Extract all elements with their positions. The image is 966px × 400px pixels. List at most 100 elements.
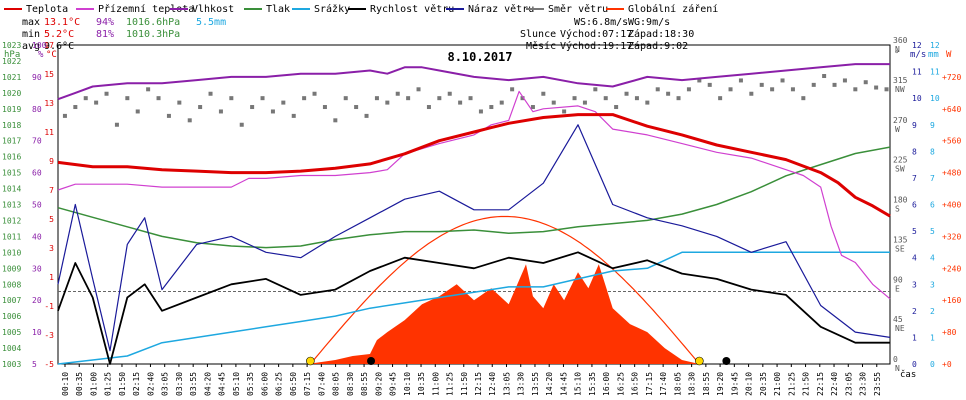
axis-tick-dir-label: SW (895, 165, 905, 174)
axis-tick-dir-label: NE (895, 324, 905, 333)
axis-unit-wm: W (946, 50, 952, 60)
series-wind-dir-point (229, 96, 234, 101)
axis-tick-hpa: 1017 (2, 137, 21, 146)
series-wind-dir-point (759, 82, 764, 87)
axis-tick-hpa: 1022 (2, 57, 21, 66)
axis-tick-dir-label: NW (895, 85, 905, 94)
axis-tick-pct: 5 (32, 360, 37, 369)
legend-label: Směr větru (548, 3, 608, 15)
series-wind-dir-point (520, 96, 525, 101)
axis-tick-pct: 20 (32, 296, 42, 305)
axis-tick-hpa: 1009 (2, 264, 21, 273)
stats-max-rain: 5.5mm (196, 17, 226, 28)
axis-tick-degc: 7 (49, 186, 54, 195)
axis-tick-dir-label: N (895, 45, 900, 54)
x-tick-label: 21:00 (773, 372, 782, 396)
series-wind-dir-point (177, 100, 182, 105)
series-ground-temp (57, 90, 891, 300)
axis-tick-pct: 30 (32, 264, 42, 273)
axis-tick-pct: 50 (32, 201, 42, 210)
series-wind-dir-point (738, 78, 743, 83)
series-wind-dir-point (645, 100, 650, 105)
x-tick-label: 11:00 (431, 372, 440, 396)
axis-tick-degc: 11 (44, 128, 54, 137)
series-wind-dir-point (416, 87, 421, 92)
axis-tick-degc: -3 (44, 331, 54, 340)
series-wind-dir-point (572, 96, 577, 101)
series-temperature (57, 113, 891, 218)
axis-unit-deg: ° (894, 50, 899, 60)
axis-tick-mm: 12 (930, 41, 940, 50)
x-tick-label: 10:10 (403, 372, 412, 396)
x-tick-label: 12:40 (488, 372, 497, 396)
series-wind-dir-point (260, 96, 265, 101)
axis-tick-ms: 5 (912, 227, 917, 236)
stats-min-label: min (22, 29, 40, 40)
stats-avg-label: avg (22, 41, 40, 52)
x-tick-label: 16:25 (616, 372, 625, 396)
x-tick-label: 08:55 (360, 372, 369, 396)
wind-ws: WS:6.8m/s (574, 17, 628, 28)
series-wind-dir-point (562, 109, 567, 114)
x-tick-label: 11:50 (460, 372, 469, 396)
x-tick-label: 23:05 (844, 372, 853, 396)
axis-tick-hpa: 1016 (2, 153, 21, 162)
sun-label: Slunce (520, 29, 556, 40)
series-wind-dir-point (614, 105, 619, 110)
axis-tick-degc: 17 (44, 41, 54, 50)
series-wind-dir-point (83, 96, 88, 101)
series-wind-dir-point (281, 100, 286, 105)
axis-tick-wm: +0 (942, 360, 952, 369)
axis-tick-dir-deg: 0 (893, 355, 898, 364)
axis-tick-degc: 13 (44, 99, 54, 108)
series-wind-dir-point (593, 87, 598, 92)
axis-tick-degc: 1 (49, 273, 54, 282)
series-wind-dir-point (822, 74, 827, 79)
series-wind-dir-point (187, 118, 192, 123)
axis-tick-degc: 9 (49, 157, 54, 166)
axis-tick-pct: 80 (32, 105, 42, 114)
axis-tick-wm: +160 (942, 296, 961, 305)
axis-tick-ms: 11 (912, 68, 922, 77)
x-tick-label: 16:00 (602, 372, 611, 396)
x-tick-label: 20:35 (759, 372, 768, 396)
x-tick-label: 01:25 (104, 372, 113, 396)
x-tick-label: 07:15 (303, 372, 312, 396)
x-tick-label: 17:40 (659, 372, 668, 396)
x-tick-label: 22:40 (830, 372, 839, 396)
axis-tick-pct: 70 (32, 137, 42, 146)
series-wind-dir-point (551, 100, 556, 105)
series-wind-dir-point (333, 118, 338, 123)
axis-tick-pct: 60 (32, 169, 42, 178)
axis-unit-pct: % (38, 50, 44, 60)
series-wind-dir-point (489, 105, 494, 110)
axis-tick-wm: +320 (942, 232, 961, 241)
series-humidity (57, 63, 890, 101)
series-wind-dir-point (832, 82, 837, 87)
x-tick-label: 08:30 (346, 372, 355, 396)
axis-unit-ms: m/s (910, 50, 926, 60)
series-wind-dir-point (624, 91, 629, 96)
stats-max-hum: 94% (96, 17, 114, 28)
x-axis-label: čas (900, 369, 916, 380)
axis-tick-dir-deg: 90 (893, 275, 903, 284)
series-solar-area (58, 264, 890, 364)
axis-tick-mm: 5 (930, 227, 935, 236)
series-pressure (57, 146, 891, 249)
axis-tick-dir-deg: 270 (893, 116, 908, 125)
x-tick-label: 06:25 (275, 372, 284, 396)
axis-tick-hpa: 1020 (2, 89, 21, 98)
x-tick-label: 21:50 (802, 372, 811, 396)
stats-min-temp: 5.2°C (44, 29, 74, 40)
x-tick-label: 12:15 (474, 372, 483, 396)
axis-tick-dir-label: E (895, 284, 900, 293)
x-tick-label: 01:50 (118, 372, 127, 396)
moon-label: Měsíc (526, 40, 556, 52)
axis-tick-hpa: 1012 (2, 216, 21, 225)
series-wind-dir-point (499, 100, 504, 105)
axis-tick-mm: 3 (930, 280, 935, 289)
axis-tick-ms: 12 (912, 41, 922, 50)
axis-tick-mm: 2 (930, 307, 935, 316)
series-wind-dir-point (478, 109, 483, 114)
